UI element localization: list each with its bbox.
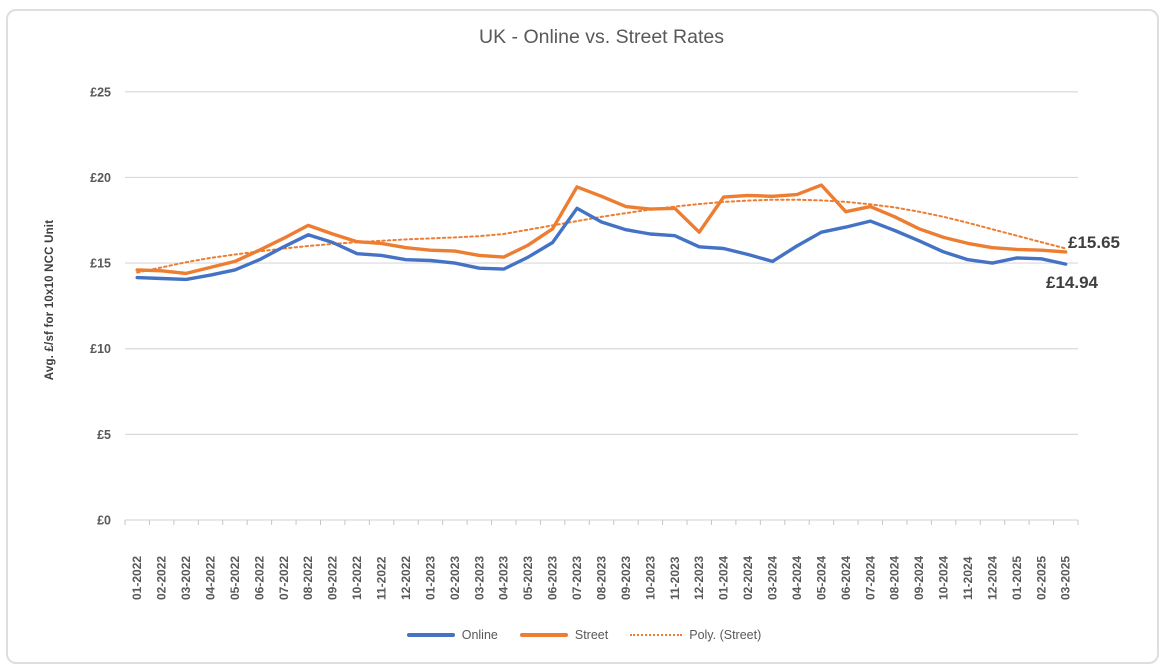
x-axis-tick-label: 09-2022 <box>326 556 340 600</box>
x-axis-tick-label: 02-2025 <box>1034 556 1048 600</box>
x-axis-tick-label: 05-2022 <box>228 556 242 600</box>
online-line-sample <box>406 633 455 637</box>
online-end-value-label: £14.94 <box>1046 273 1098 292</box>
x-axis-tick-label: 08-2024 <box>888 556 902 600</box>
chart-title: UK - Online vs. Street Rates <box>479 26 724 48</box>
legend-item-street: Street <box>519 628 609 642</box>
x-axis-tick-label: 11-2023 <box>668 556 682 600</box>
x-axis-tick-label: 05-2024 <box>814 556 828 600</box>
series-line-poly-street- <box>136 198 1067 274</box>
x-axis-tick-label: 09-2023 <box>619 556 633 600</box>
x-axis-tick-label: 08-2023 <box>595 556 609 600</box>
x-axis-tick-label: 07-2024 <box>863 556 877 600</box>
x-axis-tick-label: 04-2022 <box>204 556 218 600</box>
x-axis-tick-label: 01-2025 <box>1010 556 1024 600</box>
x-axis-tick-label: 04-2024 <box>790 556 804 600</box>
legend: Online Street Poly. (Street) <box>0 628 1168 642</box>
y-axis-tick-label: £5 <box>97 428 111 442</box>
legend-label-street: Street <box>574 628 609 642</box>
x-axis-tick-label: 03-2022 <box>179 556 193 600</box>
y-axis-tick-label: £25 <box>90 85 111 99</box>
x-axis-tick-label: 12-2022 <box>399 556 413 600</box>
legend-item-online: Online <box>406 628 498 642</box>
series-line-online <box>135 206 1068 282</box>
x-axis-tick-label: 03-2023 <box>472 556 486 600</box>
x-axis-tick-label: 07-2022 <box>277 556 291 600</box>
street-line-sample <box>519 633 568 637</box>
x-axis-tick-label: 02-2023 <box>448 556 462 600</box>
legend-label-poly-street: Poly. (Street) <box>689 628 762 642</box>
x-axis-tick-label: 03-2024 <box>766 556 780 600</box>
x-axis-tick-label: 12-2024 <box>985 556 999 600</box>
y-axis-tick-label: £10 <box>90 342 111 356</box>
x-axis-tick-label: 06-2024 <box>839 556 853 600</box>
x-axis-tick-label: 01-2023 <box>423 556 437 600</box>
x-axis-tick-label: 07-2023 <box>570 556 584 600</box>
x-axis-tick-label: 10-2023 <box>643 556 657 600</box>
series-line-street <box>135 183 1068 276</box>
x-axis-tick-label: 11-2024 <box>961 556 975 600</box>
x-axis-tick-label: 08-2022 <box>301 556 315 600</box>
x-axis-tick-label: 10-2024 <box>937 556 951 600</box>
x-axis-tick-label: 06-2022 <box>252 556 266 600</box>
poly-street-line-sample <box>630 634 683 636</box>
x-axis-tick-label: 04-2023 <box>497 556 511 600</box>
x-axis-tick-label: 11-2022 <box>375 556 389 600</box>
x-axis-tick-label: 10-2022 <box>350 556 364 600</box>
x-axis-tick-label: 01-2022 <box>130 556 144 600</box>
chart-card <box>6 9 1159 664</box>
y-axis-tick-label: £20 <box>90 171 111 185</box>
legend-item-poly-street: Poly. (Street) <box>630 628 761 642</box>
legend-label-online: Online <box>461 628 498 642</box>
x-axis-tick-label: 02-2024 <box>741 556 755 600</box>
x-axis-tick-label: 05-2023 <box>521 556 535 600</box>
x-axis-tick-label: 09-2024 <box>912 556 926 600</box>
x-axis-tick-label: 12-2023 <box>692 556 706 600</box>
x-axis-tick-label: 02-2022 <box>155 556 169 600</box>
y-axis-tick-label: £0 <box>97 514 111 528</box>
x-axis-tick-label: 01-2024 <box>717 556 731 600</box>
street-end-value-label: £15.65 <box>1068 233 1120 252</box>
y-axis-tick-label: £15 <box>90 257 111 271</box>
x-axis-tick-label: 03-2025 <box>1059 556 1073 600</box>
x-axis-tick-label: 06-2023 <box>546 556 560 600</box>
